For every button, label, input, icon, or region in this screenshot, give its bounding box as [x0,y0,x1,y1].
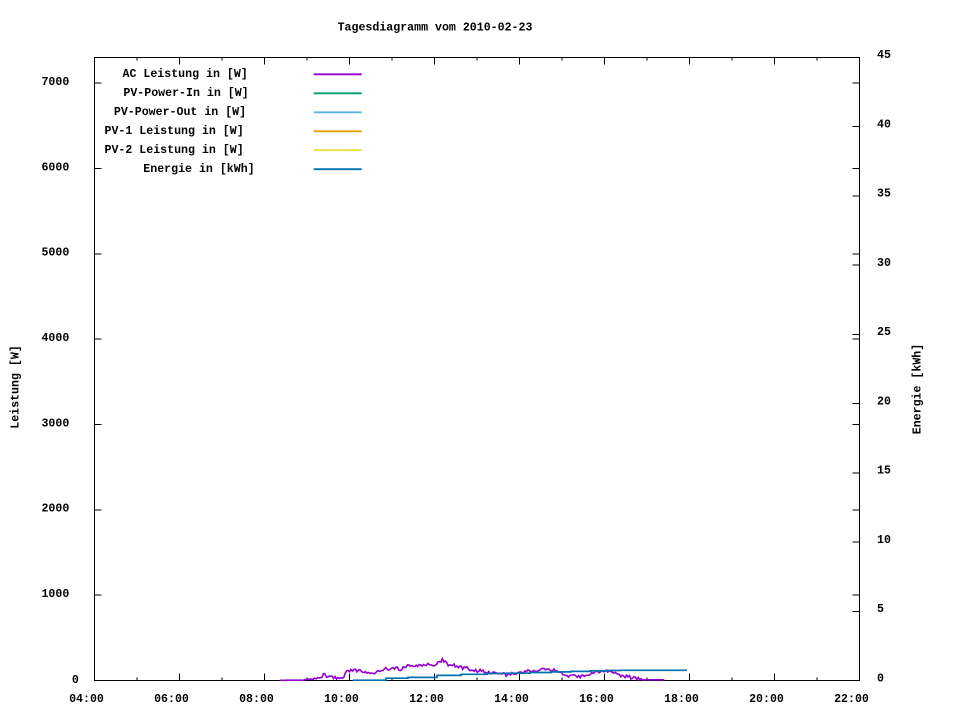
svg-text:12:00: 12:00 [409,693,444,706]
svg-text:PV-Power-Out in [W]: PV-Power-Out in [W] [114,106,246,119]
svg-text:PV-1 Leistung in [W]: PV-1 Leistung in [W] [105,125,244,138]
svg-text:08:00: 08:00 [239,693,274,706]
svg-text:7000: 7000 [41,76,69,89]
svg-text:1000: 1000 [41,588,69,601]
svg-text:14:00: 14:00 [494,693,529,706]
svg-text:Energie [kWh]: Energie [kWh] [911,344,924,434]
svg-text:AC Leistung in [W]: AC Leistung in [W] [123,68,248,81]
svg-text:0: 0 [877,672,884,685]
svg-text:PV-Power-In in [W]: PV-Power-In in [W] [123,87,248,100]
svg-text:Leistung [W]: Leistung [W] [9,345,22,429]
svg-text:22:00: 22:00 [834,693,869,706]
svg-text:0: 0 [72,674,79,687]
svg-text:15: 15 [877,465,891,478]
svg-text:06:00: 06:00 [154,693,189,706]
svg-text:Tagesdiagramm vom 2010-02-23: Tagesdiagramm vom 2010-02-23 [338,21,533,34]
svg-text:3000: 3000 [41,417,69,430]
svg-text:10:00: 10:00 [324,693,359,706]
svg-text:20: 20 [877,395,891,408]
svg-text:04:00: 04:00 [69,693,104,706]
svg-text:2000: 2000 [41,503,69,516]
svg-text:Energie in [kWh]: Energie in [kWh] [143,163,254,176]
svg-text:18:00: 18:00 [664,693,699,706]
svg-text:25: 25 [877,326,891,339]
svg-text:5000: 5000 [41,247,69,260]
svg-text:6000: 6000 [41,161,69,174]
svg-text:4000: 4000 [41,332,69,345]
svg-text:30: 30 [877,257,891,270]
svg-text:35: 35 [877,188,891,201]
svg-text:45: 45 [877,49,891,62]
svg-text:10: 10 [877,534,891,547]
svg-text:PV-2 Leistung in [W]: PV-2 Leistung in [W] [105,144,244,157]
svg-text:20:00: 20:00 [749,693,784,706]
svg-text:16:00: 16:00 [579,693,614,706]
svg-text:5: 5 [877,603,884,616]
svg-text:40: 40 [877,118,891,131]
